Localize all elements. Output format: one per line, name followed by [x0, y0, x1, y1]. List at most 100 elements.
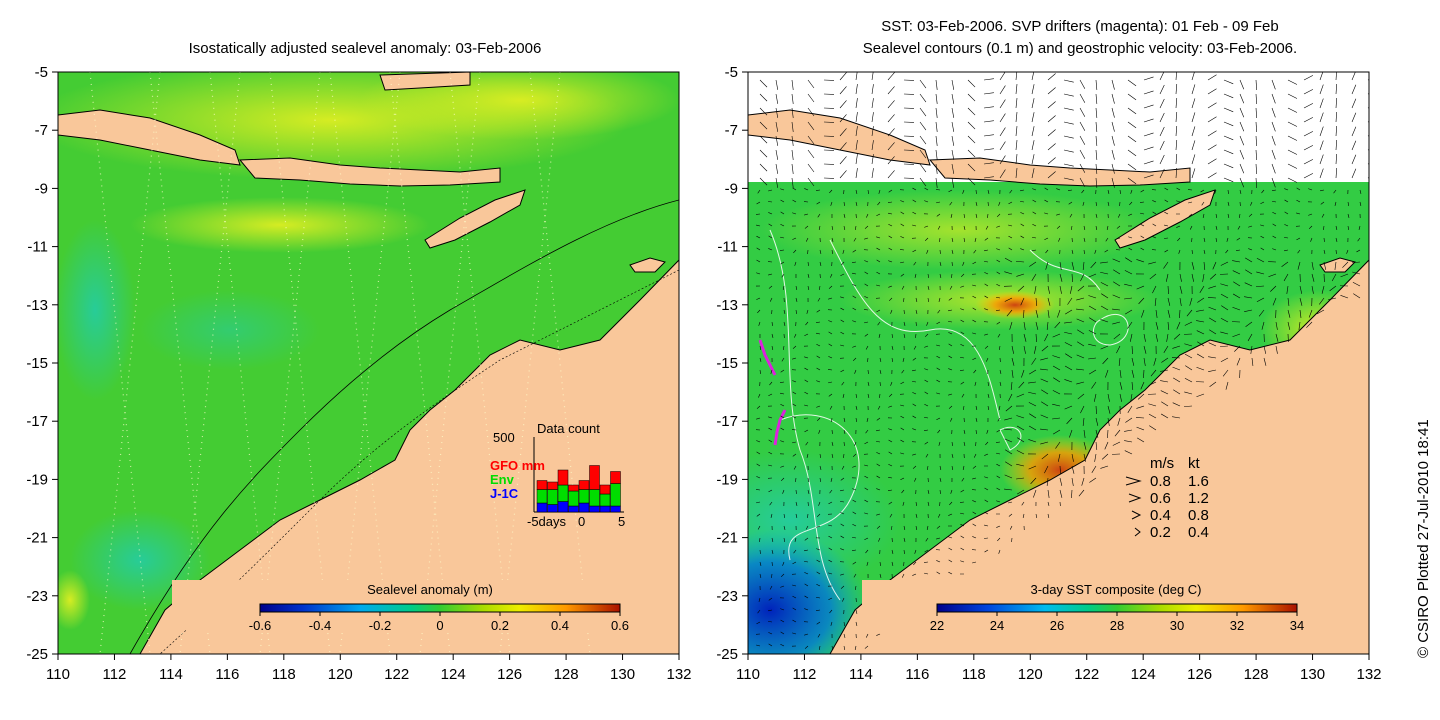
right-lat-tick-label: -23	[716, 588, 738, 605]
velocity-arrow	[1191, 112, 1196, 123]
velocity-arrow	[984, 499, 989, 503]
velocity-arrow	[1263, 345, 1267, 354]
velocity-arrow	[795, 297, 798, 302]
velocity-arrow	[1255, 93, 1258, 104]
velocity-arrow	[1082, 201, 1085, 206]
velocity-arrow	[816, 525, 821, 528]
velocity-arrow	[903, 549, 905, 555]
velocity-arrow	[855, 405, 858, 410]
velocity-arrow	[919, 163, 927, 173]
velocity-arrow	[1160, 413, 1169, 419]
velocity-arrow	[1164, 249, 1169, 253]
velocity-arrow	[999, 113, 1006, 123]
velocity-arrow	[939, 489, 941, 495]
velocity-arrow	[1352, 282, 1361, 287]
velocity-arrow	[1329, 285, 1337, 292]
velocity-arrow	[852, 511, 857, 515]
velocity-arrow	[888, 393, 893, 398]
velocity-arrow	[828, 572, 833, 575]
velocity-arrow	[828, 559, 833, 563]
velocity-arrow	[1191, 168, 1196, 179]
velocity-arrow	[1239, 121, 1245, 132]
velocity-arrow	[1184, 391, 1193, 395]
velocity-arrow	[864, 512, 869, 515]
velocity-arrow	[781, 273, 785, 278]
velocity-arrow	[1009, 525, 1013, 530]
velocity-arrow	[1047, 501, 1050, 506]
right-lat-tick-label: -21	[716, 530, 738, 547]
velocity-arrow	[1335, 112, 1338, 123]
velocity-arrow	[960, 319, 965, 323]
velocity-arrow	[1071, 489, 1073, 499]
velocity-arrow	[1031, 84, 1035, 95]
velocity-arrow	[854, 225, 857, 230]
velocity-arrow	[1255, 121, 1258, 132]
velocity-arrow	[1117, 213, 1121, 218]
velocity-arrow	[998, 345, 1001, 350]
velocity-arrow	[948, 405, 953, 409]
velocity-arrow	[855, 621, 858, 626]
velocity-arrow	[960, 308, 965, 311]
velocity-arrow	[996, 429, 1001, 433]
velocity-arrow	[871, 112, 874, 123]
velocity-arrow	[1296, 212, 1301, 215]
velocity-arrow	[1299, 285, 1303, 294]
velocity-arrow	[1150, 369, 1157, 377]
velocity-arrow	[1164, 224, 1169, 227]
velocity-arrow	[987, 213, 989, 219]
velocity-arrow	[1052, 390, 1061, 395]
velocity-arrow	[829, 609, 833, 614]
velocity-arrow	[804, 404, 809, 407]
velocity-arrow	[1131, 381, 1134, 390]
left-map	[58, 72, 679, 654]
velocity-arrow	[855, 140, 858, 151]
velocity-arrow	[794, 261, 797, 266]
velocity-arrow	[936, 213, 941, 217]
velocity-arrow	[948, 343, 953, 347]
velocity-arrow	[855, 126, 858, 137]
velocity-arrow	[1197, 297, 1205, 303]
velocity-arrow	[768, 643, 773, 647]
velocity-arrow	[1124, 440, 1133, 443]
velocity-arrow	[852, 357, 857, 362]
velocity-arrow	[866, 417, 869, 422]
velocity-arrow	[780, 644, 785, 647]
velocity-arrow	[768, 189, 773, 192]
velocity-arrow	[936, 355, 941, 359]
velocity-arrow	[999, 381, 1002, 386]
velocity-legend-ms-header: m/s	[1150, 455, 1174, 472]
data-count-bar-env	[610, 483, 621, 507]
velocity-arrow	[1351, 168, 1357, 179]
velocity-arrow	[792, 441, 797, 444]
velocity-arrow	[1028, 465, 1037, 470]
velocity-arrow	[1164, 211, 1169, 215]
velocity-arrow	[759, 177, 768, 186]
data-count-bar-env	[568, 490, 579, 507]
velocity-arrow	[999, 141, 1006, 151]
velocity-arrow	[900, 381, 905, 385]
velocity-arrow	[1028, 402, 1037, 407]
right-lon-tick-label: 120	[1018, 666, 1043, 683]
velocity-arrow	[1023, 309, 1025, 319]
velocity-arrow	[924, 379, 929, 383]
velocity-arrow	[807, 93, 815, 103]
velocity-arrow	[756, 201, 761, 205]
velocity-arrow	[1196, 393, 1205, 398]
velocity-arrow	[1059, 273, 1063, 282]
velocity-arrow	[1215, 213, 1218, 218]
velocity-arrow	[1160, 390, 1169, 395]
velocity-legend-ms: 0.8	[1150, 473, 1171, 490]
velocity-arrow	[1196, 353, 1205, 359]
velocity-arrow	[888, 201, 893, 203]
velocity-arrow	[936, 525, 941, 529]
velocity-arrow	[864, 475, 869, 479]
velocity-arrow	[1143, 146, 1154, 151]
velocity-arrow	[1179, 297, 1182, 306]
right-lon-tick-label: 114	[849, 666, 873, 683]
velocity-arrow	[1299, 309, 1302, 318]
velocity-arrow	[775, 163, 779, 174]
velocity-arrow	[1029, 261, 1037, 267]
velocity-arrow	[852, 453, 857, 458]
velocity-arrow	[1030, 477, 1037, 485]
velocity-arrow	[1298, 321, 1301, 330]
